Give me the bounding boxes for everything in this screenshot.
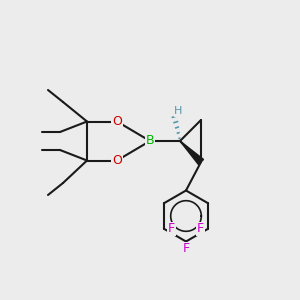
Text: O: O (112, 115, 122, 128)
Polygon shape (180, 141, 203, 164)
Text: F: F (168, 222, 175, 235)
Text: H: H (174, 106, 183, 116)
Text: B: B (146, 134, 154, 148)
Text: F: F (182, 242, 190, 256)
Text: O: O (112, 154, 122, 167)
Text: F: F (197, 222, 204, 235)
